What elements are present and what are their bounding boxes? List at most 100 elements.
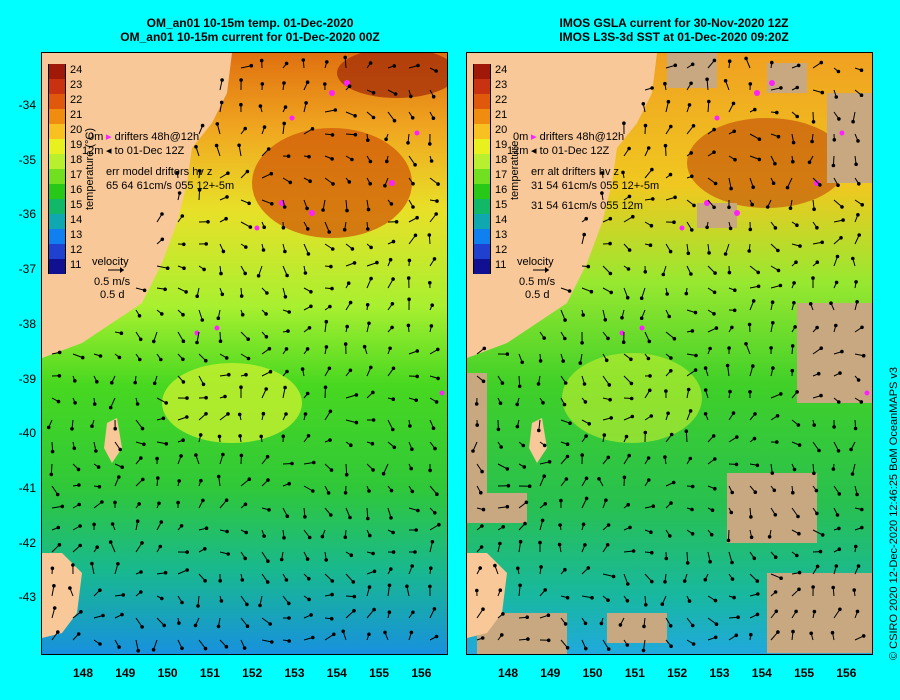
velocity-arrow-head: [429, 566, 433, 571]
velocity-arrow-head: [819, 393, 823, 398]
velocity-arrow-head: [734, 462, 739, 467]
velocity-arrow-head: [217, 434, 222, 439]
velocity-arrow-head: [829, 301, 833, 305]
velocity-arrow-head: [712, 312, 716, 316]
velocity-arrow-head: [618, 623, 623, 627]
velocity-arrow-head: [197, 188, 202, 192]
colorbar-swatch: [473, 169, 491, 184]
velocity-arrow-head: [565, 442, 570, 447]
velocity-arrow-head: [481, 379, 486, 384]
velocity-arrow-head: [328, 409, 333, 414]
velocity-arrow-head: [176, 500, 180, 505]
right-err-line1: err alt drifters hv z: [531, 166, 620, 178]
velocity-arrow-head: [220, 78, 224, 82]
velocity-arrow-head: [729, 510, 734, 515]
velocity-arrow-head: [727, 59, 732, 63]
colorbar-swatch: [48, 64, 66, 79]
velocity-arrow-head: [673, 195, 677, 200]
velocity-arrow-head: [854, 544, 858, 549]
velocity-arrow-head: [664, 389, 668, 393]
velocity-arrow-head: [116, 562, 120, 566]
velocity-arrow-head: [788, 206, 793, 210]
velocity-arrow-head: [329, 616, 334, 621]
left-velocity-time: 0.5 d: [100, 289, 125, 301]
velocity-arrow-head: [603, 318, 608, 322]
velocity-arrow-head: [160, 237, 165, 242]
velocity-arrow-head: [729, 186, 733, 191]
velocity-arrow-head: [282, 536, 286, 540]
velocity-arrow-head: [501, 525, 506, 529]
velocity-arrow-head: [436, 376, 440, 381]
velocity-arrow-head: [820, 240, 825, 245]
velocity-arrow-head: [350, 157, 354, 162]
velocity-arrow-head: [432, 607, 437, 611]
velocity-arrow-head: [390, 325, 394, 330]
velocity-arrow-head: [151, 647, 156, 652]
velocity-arrow-head: [673, 63, 678, 68]
velocity-arrow-head: [437, 522, 441, 527]
velocity-arrow: [387, 111, 395, 121]
velocity-arrow-head: [641, 102, 646, 106]
velocity-arrow-head: [765, 205, 770, 209]
longitude-tick-label: 149: [540, 666, 561, 680]
velocity-arrow-head: [347, 180, 352, 184]
velocity-arrow-head: [744, 342, 748, 346]
velocity-arrow-head: [133, 380, 137, 385]
velocity-arrow-head: [268, 622, 272, 626]
velocity-arrow-head: [687, 103, 692, 107]
latitude-tick-label: -41: [18, 480, 36, 495]
velocity-arrow-head: [832, 138, 837, 142]
velocity-arrow-head: [180, 646, 184, 651]
right-map-panel[interactable]: [466, 52, 873, 655]
velocity-arrow-head: [369, 365, 373, 370]
left-map-panel[interactable]: [41, 52, 448, 655]
velocity-arrow-head: [200, 318, 205, 322]
velocity-arrow-head: [121, 593, 126, 597]
velocity-arrow-head: [333, 108, 338, 112]
velocity-arrow-head: [307, 576, 311, 581]
velocity-arrow-head: [383, 183, 387, 188]
island: [529, 418, 547, 463]
velocity-arrow-head: [430, 303, 435, 307]
velocity-arrow-head: [727, 270, 732, 275]
velocity-arrow-head: [689, 272, 693, 276]
velocity-arrow-head: [732, 129, 737, 134]
velocity-arrow-head: [223, 394, 227, 399]
velocity-arrow-head: [809, 631, 814, 636]
velocity-arrow-head: [181, 312, 185, 317]
velocity-arrow: [728, 177, 732, 189]
velocity-arrow-head: [57, 374, 62, 378]
longitude-tick-label: 156: [411, 666, 432, 680]
velocity-arrow-head: [411, 205, 415, 209]
velocity-arrow-head: [306, 227, 310, 231]
velocity-arrow-head: [723, 252, 728, 256]
velocity-arrow-head: [326, 491, 331, 495]
velocity-arrow-head: [416, 63, 420, 68]
velocity-arrow-head: [650, 86, 654, 90]
velocity-arrow-head: [283, 249, 287, 254]
velocity-arrow-head: [98, 354, 103, 358]
velocity-arrow-head: [599, 621, 604, 626]
velocity-arrow-head: [728, 226, 733, 231]
velocity-arrow-head: [329, 513, 333, 517]
velocity-arrow-head: [815, 325, 819, 330]
velocity-arrow-head: [265, 454, 270, 459]
velocity-arrow-head: [790, 368, 795, 373]
velocity-arrow-head: [808, 302, 813, 306]
velocity-arrow-head: [346, 281, 351, 285]
velocity-arrow-head: [369, 276, 373, 281]
velocity-arrow-head: [137, 314, 142, 318]
velocity-arrow-head: [506, 483, 511, 488]
velocity-arrow-head: [248, 225, 253, 229]
colorbar-tick-label: 11: [70, 259, 82, 271]
velocity-arrow-head: [831, 163, 836, 168]
velocity-arrow-head: [749, 515, 753, 519]
velocity-arrow-head: [666, 411, 670, 416]
left-title-line1: OM_an01 10-15m temp. 01-Dec-2020: [146, 16, 354, 30]
velocity-arrow-head: [139, 456, 143, 460]
velocity-arrow-head: [686, 387, 691, 392]
velocity-arrows: [471, 56, 866, 653]
velocity-arrow-head: [305, 557, 310, 561]
velocity-arrow-head: [284, 412, 288, 416]
velocity-arrow-head: [309, 613, 313, 617]
